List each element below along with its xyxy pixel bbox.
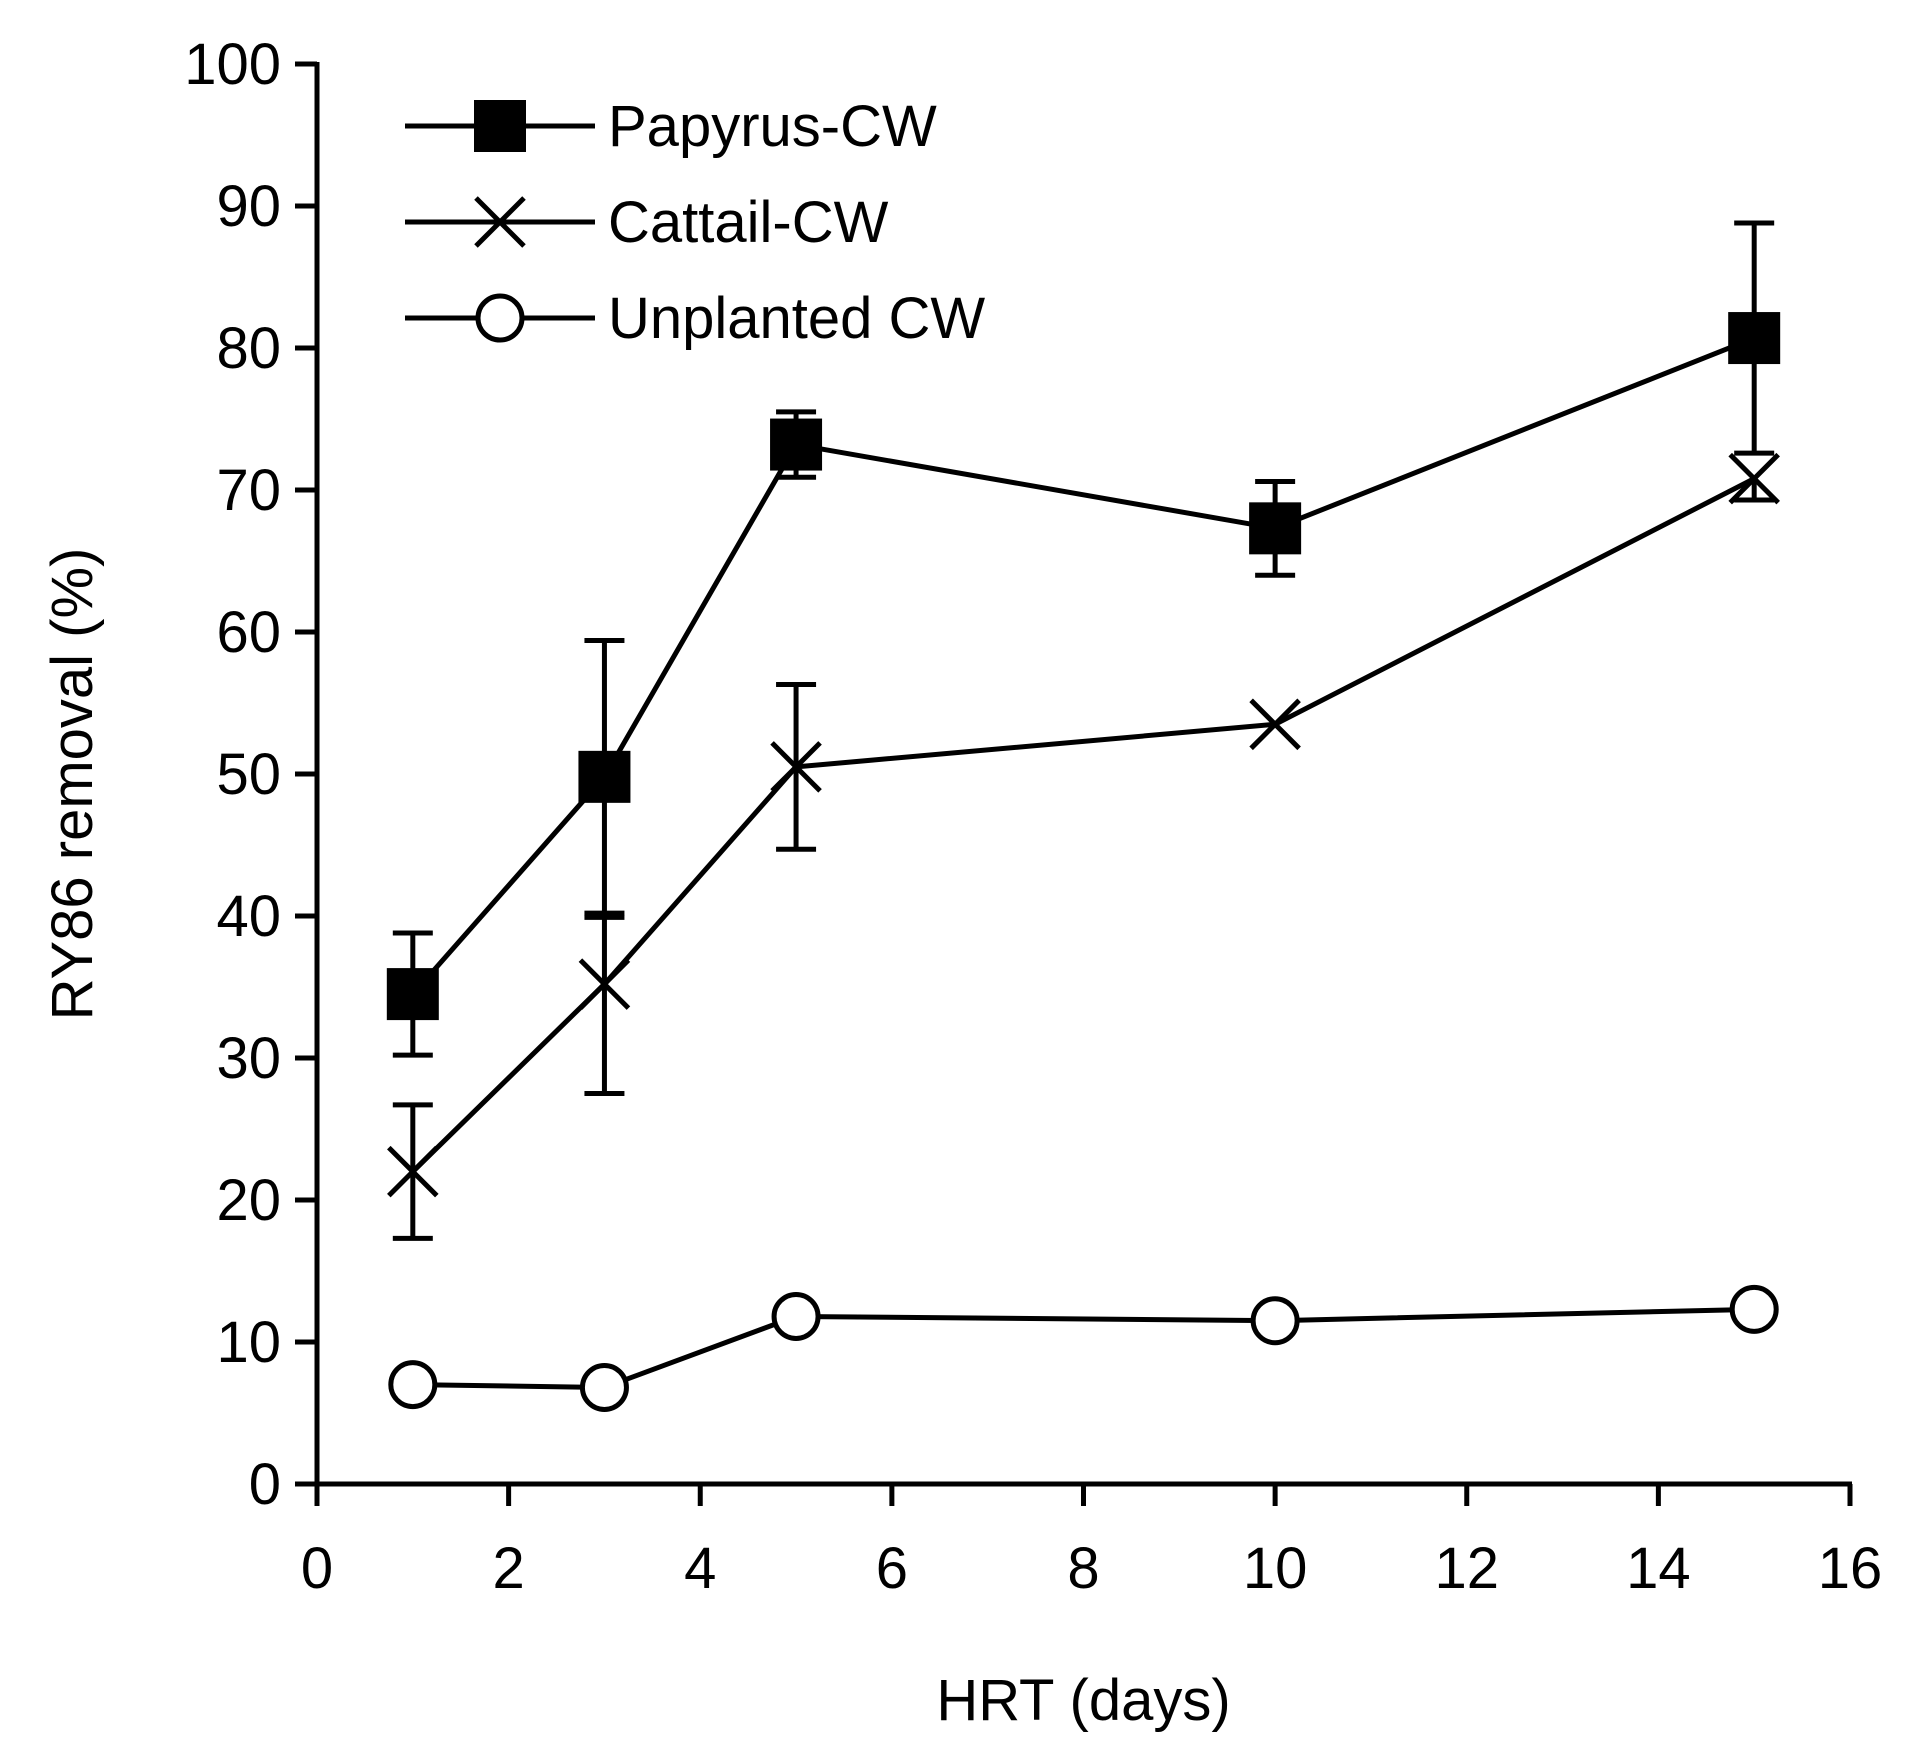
y-tick-label: 0 bbox=[249, 1452, 281, 1517]
data-point-unplanted-cw bbox=[1729, 1284, 1779, 1334]
legend-label: Cattail-CW bbox=[608, 190, 889, 255]
data-point-cattail-cw bbox=[1249, 698, 1301, 751]
y-tick-label: 100 bbox=[184, 32, 281, 97]
series-cattail-cw bbox=[387, 452, 1780, 1241]
data-point-cattail-cw bbox=[387, 1145, 439, 1198]
marker-x-stroke bbox=[387, 1145, 439, 1198]
y-tick-label: 10 bbox=[216, 1310, 281, 1375]
data-point-papyrus-cw bbox=[1728, 312, 1781, 365]
x-tick-label: 16 bbox=[1818, 1536, 1883, 1601]
legend-marker bbox=[474, 100, 526, 152]
data-point-papyrus-cw bbox=[386, 968, 439, 1021]
x-tick-label: 2 bbox=[492, 1536, 524, 1601]
legend-item-cattail-cw: Cattail-CW bbox=[405, 190, 889, 255]
legend-marker bbox=[475, 293, 525, 343]
data-point-cattail-cw bbox=[578, 958, 631, 1010]
marker-x-stroke bbox=[1249, 698, 1301, 751]
x-tick-label: 0 bbox=[301, 1536, 333, 1601]
series-line-cattail-cw bbox=[411, 476, 1756, 1174]
y-axis-title: RY86 removal (%) bbox=[40, 548, 105, 1021]
data-point-unplanted-cw bbox=[579, 1362, 629, 1412]
x-tick-label: 4 bbox=[684, 1536, 716, 1601]
series-layer bbox=[386, 220, 1781, 1412]
marker-x-stroke bbox=[770, 741, 822, 793]
data-point-papyrus-cw bbox=[1249, 502, 1302, 555]
y-tick-label: 80 bbox=[216, 316, 281, 381]
y-tick-label: 70 bbox=[216, 458, 281, 523]
legend-item-papyrus-cw: Papyrus-CW bbox=[405, 94, 937, 159]
x-tick-label: 14 bbox=[1626, 1536, 1691, 1601]
x-tick-label: 8 bbox=[1067, 1536, 1099, 1601]
data-point-papyrus-cw bbox=[770, 418, 823, 471]
series-unplanted-cw bbox=[388, 1284, 1779, 1412]
x-tick-label: 6 bbox=[876, 1536, 908, 1601]
y-tick-label: 60 bbox=[216, 600, 281, 665]
data-point-unplanted-cw bbox=[1250, 1296, 1300, 1346]
y-tick-label: 90 bbox=[216, 174, 281, 239]
y-tick-label: 40 bbox=[216, 884, 281, 949]
x-axis-title: HRT (days) bbox=[936, 1668, 1230, 1733]
data-point-unplanted-cw bbox=[771, 1291, 821, 1341]
legend: Papyrus-CW Cattail-CW Unplanted CW bbox=[405, 94, 985, 351]
series-papyrus-cw bbox=[386, 220, 1781, 1058]
axes: 0 2 4 6 8 10 12 14 16 0 10 20 30 40 50 60 70 80 90 100 bbox=[184, 32, 1882, 1601]
y-tick-label: 50 bbox=[216, 742, 281, 807]
x-ticks: 0 2 4 6 8 10 12 14 16 bbox=[301, 1484, 1882, 1601]
legend-label: Unplanted CW bbox=[608, 286, 985, 351]
legend-label: Papyrus-CW bbox=[608, 94, 937, 159]
series-line-papyrus-cw bbox=[410, 335, 1756, 996]
marker-x-stroke bbox=[578, 958, 631, 1010]
marker-x-stroke bbox=[1728, 452, 1780, 505]
x-tick-label: 10 bbox=[1243, 1536, 1308, 1601]
legend-marker bbox=[474, 196, 526, 248]
data-point-cattail-cw bbox=[1728, 452, 1780, 505]
data-point-cattail-cw bbox=[770, 741, 822, 793]
data-point-unplanted-cw bbox=[388, 1360, 438, 1410]
legend-item-unplanted-cw: Unplanted CW bbox=[405, 286, 985, 351]
y-ticks: 0 10 20 30 40 50 60 70 80 90 100 bbox=[184, 32, 317, 1517]
y-tick-label: 20 bbox=[216, 1168, 281, 1233]
marker-x-stroke bbox=[474, 196, 526, 248]
y-tick-label: 30 bbox=[216, 1026, 281, 1091]
data-point-papyrus-cw bbox=[578, 750, 631, 803]
x-tick-label: 12 bbox=[1434, 1536, 1499, 1601]
